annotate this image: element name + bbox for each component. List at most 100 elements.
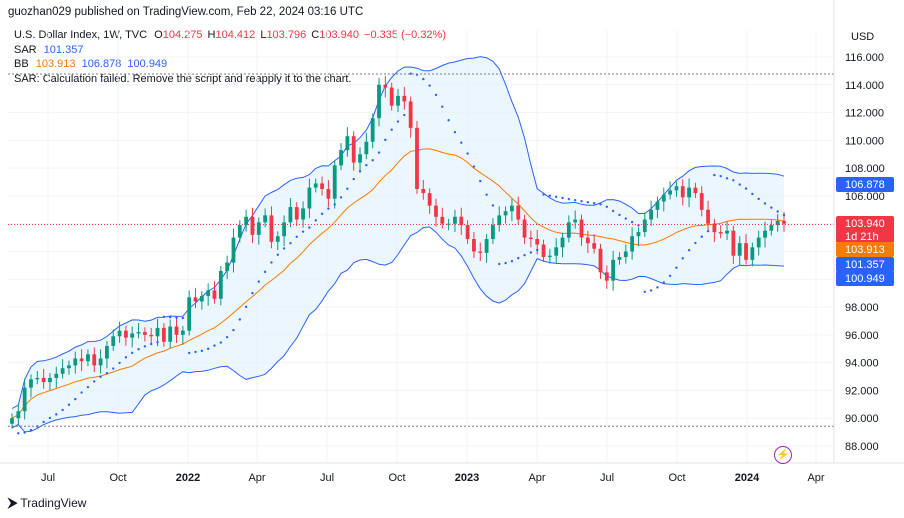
x-tick-label: Oct [388, 472, 405, 484]
close-value: 103.940 [319, 29, 359, 41]
sar-dot [681, 257, 684, 260]
lightning-icon[interactable]: ⚡ [774, 446, 792, 464]
candle [554, 238, 559, 264]
candle [744, 234, 748, 265]
bollinger-fill [11, 56, 785, 433]
candle [541, 239, 546, 262]
candle [472, 232, 476, 259]
time-axis: Jul Oct 2022 Apr Jul Oct 2023 Apr Jul Oct 2024 Apr [0, 462, 904, 484]
svg-text:100.949: 100.949 [845, 273, 885, 285]
candle [180, 325, 185, 345]
candle [516, 196, 521, 225]
sar-dot [599, 203, 602, 206]
sar-dot [536, 248, 539, 252]
sar-dot [93, 380, 96, 383]
candle [149, 327, 154, 345]
bb-upper-line [11, 56, 785, 409]
x-tick-label: Oct [109, 472, 126, 484]
candle [364, 132, 369, 160]
candle [256, 217, 261, 245]
sar-dot [257, 280, 260, 283]
sar-dot [523, 254, 526, 257]
candle [750, 242, 755, 267]
sar-dot [548, 194, 552, 197]
sar-dot [643, 290, 646, 293]
sar-dot [194, 350, 197, 354]
candle [718, 225, 723, 239]
sar-dot [732, 179, 735, 182]
sar-dot [327, 207, 330, 210]
sar-dot [333, 203, 336, 206]
sar-dot [605, 205, 609, 208]
footer[interactable]: ⮞ TradingView [8, 495, 86, 511]
low-label: L [260, 29, 267, 41]
sar-dot [479, 179, 482, 183]
candle [161, 323, 166, 347]
bb-lower-line [11, 226, 785, 433]
sar-dot [447, 119, 450, 122]
candle [237, 220, 242, 243]
candle [389, 82, 394, 111]
sar-row[interactable]: SAR 101.357 [14, 43, 446, 58]
candle [402, 86, 407, 110]
high-label: H [207, 29, 216, 41]
sar-dot [339, 196, 343, 199]
candle [358, 147, 362, 173]
candle [427, 188, 432, 214]
candle [756, 230, 761, 256]
candle [73, 351, 78, 374]
candle [244, 209, 249, 232]
x-tick-label: Apr [807, 472, 824, 484]
sar-dot [358, 170, 362, 173]
candle [187, 290, 192, 336]
candle [174, 317, 179, 344]
candle [547, 248, 552, 264]
symbol-title[interactable]: U.S. Dollar Index, 1W, TVC [14, 29, 148, 41]
basis-tag: 103.913 [836, 242, 894, 257]
sar-dot [371, 158, 374, 162]
candle [566, 215, 571, 243]
candle [168, 319, 173, 349]
candle [484, 234, 489, 263]
y-tick-label: 110.000 [845, 135, 884, 147]
candle [503, 206, 508, 224]
candle [706, 200, 710, 232]
candle [193, 288, 198, 309]
candle [440, 207, 445, 229]
candle [604, 265, 609, 289]
sar-dot [763, 202, 767, 205]
candle [446, 218, 451, 231]
sar-dot [105, 371, 109, 375]
sar-dot [118, 361, 121, 365]
sar-dot [630, 220, 634, 224]
sar-dot [219, 341, 223, 344]
sar-dot [453, 130, 457, 134]
open-value: 104.275 [162, 29, 203, 41]
sar-dot [86, 385, 90, 389]
sar-dot [238, 318, 242, 321]
sar-dot [573, 198, 577, 202]
sar-dot [346, 187, 349, 190]
y-tick-label: 90.000 [845, 413, 879, 425]
close-label: C [311, 29, 320, 41]
sar-dot [282, 247, 286, 250]
sar-dot [782, 213, 786, 217]
y-tick-label: 116.000 [845, 52, 884, 64]
sar-dot [365, 163, 368, 167]
sar-dot [276, 253, 279, 256]
candle [288, 198, 293, 228]
sar-dot [377, 151, 381, 154]
sar-dot [187, 351, 191, 355]
candle [737, 236, 742, 266]
symbol-row[interactable]: U.S. Dollar Index, 1W, TVC O104.275 H104… [14, 28, 446, 43]
sar-dot [668, 274, 672, 277]
sar-dot [472, 165, 476, 168]
candle [453, 209, 457, 232]
candle [199, 291, 204, 310]
bb-row[interactable]: BB 103.913 106.878 100.949 [14, 57, 446, 72]
candle [661, 187, 666, 212]
sar-dot [150, 342, 153, 346]
candle [263, 208, 268, 228]
